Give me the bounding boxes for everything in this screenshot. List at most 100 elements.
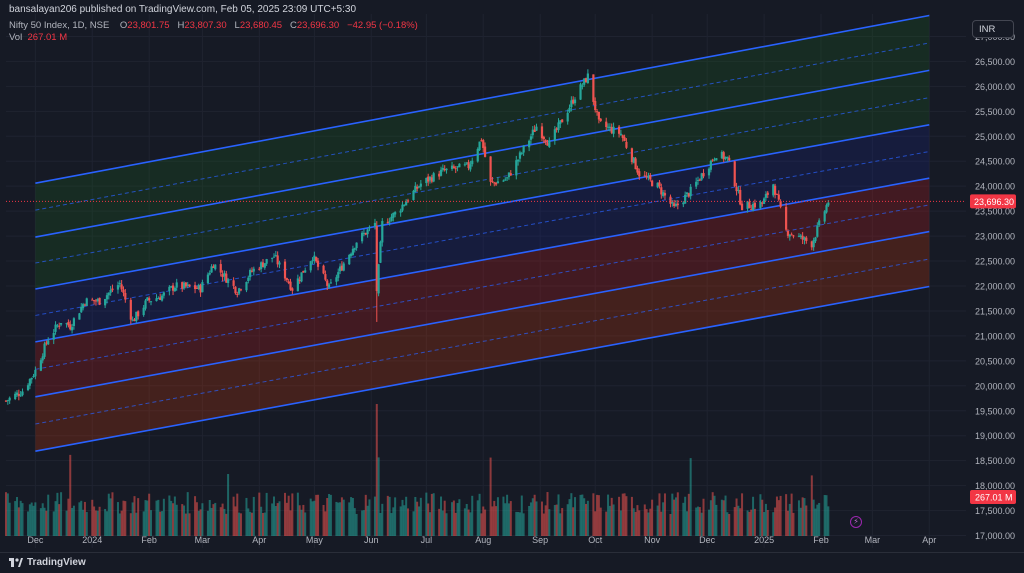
publisher-line: bansalayan206 published on TradingView.c… [9, 4, 357, 15]
volume-bar [585, 503, 588, 536]
volume-bar [414, 496, 417, 536]
volume-bar [763, 512, 766, 536]
x-tick-label: Dec [27, 535, 44, 545]
volume-bar [823, 495, 826, 536]
candle-body [458, 163, 461, 168]
candle-body [785, 206, 788, 230]
x-tick-label: Nov [644, 535, 661, 545]
volume-bar [715, 504, 718, 536]
volume-bar [419, 497, 422, 536]
volume-bar [278, 501, 281, 536]
volume-bar [632, 508, 635, 536]
candle-body [265, 259, 268, 264]
volume-bar [403, 505, 406, 536]
volume-bar [353, 508, 356, 536]
volume-bar [720, 499, 723, 536]
candle-body [155, 298, 158, 302]
candle-body [184, 282, 187, 287]
volume-bar [467, 509, 470, 536]
candle-body [263, 263, 266, 268]
lightning-icon[interactable]: ⚡ [850, 516, 862, 528]
y-tick-label: 23,000.00 [975, 232, 1015, 242]
volume-bar [764, 503, 767, 536]
candle-body [261, 262, 265, 268]
candle-body [728, 157, 731, 161]
candle-body [394, 212, 397, 215]
volume-bar [406, 508, 409, 536]
candle-body [111, 288, 114, 291]
y-tick-label: 18,500.00 [975, 456, 1015, 466]
volume-bar [56, 492, 59, 536]
currency-button[interactable]: INR [972, 20, 1014, 38]
volume-bar [553, 505, 556, 536]
volume-bar [454, 512, 457, 536]
volume-bar [47, 494, 50, 536]
y-tick-label: 17,500.00 [975, 506, 1015, 516]
candle-body [338, 266, 342, 272]
candle-body [441, 168, 444, 170]
candle-body [41, 356, 44, 361]
candle-body [298, 279, 301, 281]
volume-bar [19, 500, 22, 536]
volume-bar [555, 504, 558, 536]
volume-bar [412, 511, 415, 536]
candle-body [353, 248, 356, 250]
candle-body [799, 235, 802, 237]
volume-bar [388, 496, 391, 536]
volume-bar [779, 495, 782, 536]
symbol-name[interactable]: Nifty 50 Index, 1D, NSE [9, 20, 110, 31]
volume-bar [340, 497, 343, 536]
volume-bar [236, 493, 239, 536]
candle-body [54, 324, 57, 332]
candle-body [238, 288, 241, 294]
volume-bar [285, 502, 288, 536]
candle-body [309, 261, 312, 271]
volume-bar [596, 494, 599, 536]
candle-body [144, 300, 147, 309]
channel-midline [35, 42, 930, 211]
candle-body [405, 201, 408, 206]
candle-body [797, 235, 801, 237]
volume-bar [67, 498, 70, 536]
y-tick-label: 23,500.00 [975, 207, 1015, 217]
volume-bar [818, 502, 821, 536]
candle-body [364, 232, 367, 235]
candle-body [81, 304, 85, 309]
candle-body [506, 177, 509, 179]
candle-body [326, 280, 329, 286]
candle-body [634, 158, 637, 170]
y-tick-label: 18,000.00 [975, 481, 1015, 491]
volume-bar [489, 457, 492, 536]
x-tick-label: Apr [922, 535, 936, 545]
candle-body [6, 400, 9, 402]
candle-body [739, 189, 742, 205]
candle-body [70, 327, 74, 331]
candle-body [149, 301, 153, 303]
volume-bar [645, 509, 648, 536]
candle-body [553, 129, 556, 141]
volume-bar [83, 501, 86, 536]
candle-body [546, 143, 549, 146]
volume-bar [401, 499, 404, 536]
volume-bar [432, 493, 435, 536]
volume-bar [300, 509, 303, 536]
volume-bar [392, 507, 395, 536]
high-value: 23,807.30 [184, 20, 227, 31]
volume-bar [785, 494, 788, 536]
close-label: C [290, 20, 297, 31]
candle-body [606, 126, 610, 128]
candle-body [579, 84, 582, 100]
volume-bar [247, 508, 250, 536]
tradingview-logo[interactable]: TradingView [9, 557, 86, 568]
candle-body [245, 281, 248, 291]
volume-bar [60, 492, 63, 536]
candle-body [715, 158, 718, 161]
candle-body [762, 198, 766, 204]
volume-bar [443, 500, 446, 536]
volume-bar [416, 501, 419, 536]
volume-bar [309, 498, 312, 536]
volume-bar [529, 502, 532, 536]
candle-body [469, 164, 472, 170]
volume-bar [78, 502, 81, 536]
